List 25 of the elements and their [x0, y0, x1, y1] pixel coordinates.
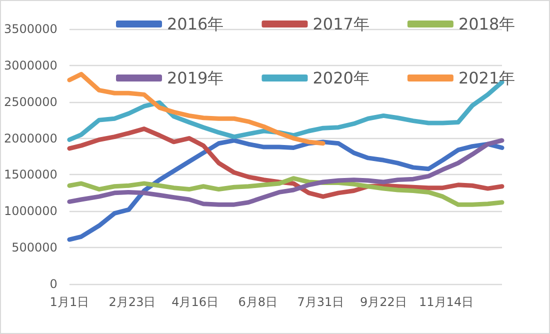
x-tick-label: 7月31日	[297, 295, 344, 309]
y-tick-label: 3000000	[4, 58, 58, 72]
y-tick-label: 2000000	[4, 131, 58, 146]
y-tick-label: 2500000	[4, 94, 58, 109]
line-series	[67, 176, 504, 207]
legend-label: 2020年	[312, 68, 370, 88]
line-series	[67, 138, 504, 207]
y-tick-label: 1500000	[4, 168, 58, 182]
line-series	[67, 138, 504, 242]
y-tick-label: 500000	[12, 240, 58, 255]
x-tick-label: 4月16日	[172, 295, 219, 309]
legend-label: 2019年	[167, 68, 224, 88]
x-tick-label: 11月14日	[419, 295, 474, 309]
x-tick-label: 6月8日	[238, 295, 278, 309]
y-tick-label: 3500000	[4, 22, 58, 36]
x-tick-label: 2月23日	[108, 295, 156, 309]
y-tick-label: 0	[50, 277, 58, 291]
legend-label: 2017年	[312, 14, 370, 34]
legend-label: 2018年	[458, 14, 516, 34]
x-tick-label: 1月1日	[50, 295, 90, 309]
legend-label: 2016年	[167, 14, 224, 34]
y-tick-label: 1000000	[4, 204, 58, 218]
x-tick-label: 9月22日	[360, 295, 407, 309]
line-series	[67, 126, 504, 199]
legend-label: 2021年	[458, 68, 516, 88]
